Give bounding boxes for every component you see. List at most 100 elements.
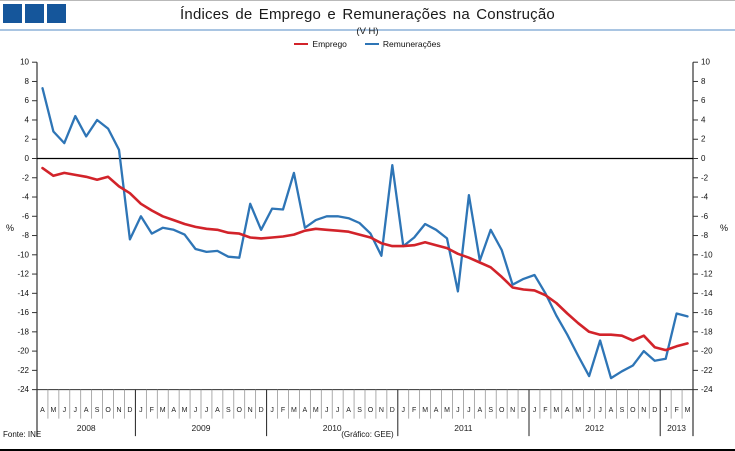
y-tick-label-left: 2 <box>25 135 30 144</box>
x-month-label: J <box>74 407 78 414</box>
y-tick-label-right: -18 <box>701 327 713 336</box>
x-month-label: M <box>685 407 691 414</box>
x-month-label: F <box>543 407 547 414</box>
x-month-label: D <box>521 407 526 414</box>
x-month-label: F <box>150 407 154 414</box>
x-month-label: A <box>303 407 308 414</box>
x-month-label: A <box>84 407 89 414</box>
legend-label: Emprego <box>312 39 347 49</box>
y-tick-label-left: -20 <box>17 347 29 356</box>
x-month-label: A <box>40 407 45 414</box>
x-month-label: A <box>477 407 482 414</box>
legend: Emprego Remunerações <box>0 39 735 49</box>
x-year-label: 2012 <box>585 423 604 433</box>
x-month-label: J <box>664 407 668 414</box>
y-tick-label-right: 0 <box>701 154 706 163</box>
x-month-label: S <box>620 407 625 414</box>
y-tick-label-left: -14 <box>17 289 29 298</box>
footer-source: Fonte: INE <box>3 430 42 439</box>
x-month-label: N <box>248 407 253 414</box>
logo-squares-icon <box>3 4 66 23</box>
x-month-label: J <box>194 407 198 414</box>
x-month-label: J <box>533 407 537 414</box>
header-divider <box>0 29 735 31</box>
y-tick-label-right: 10 <box>701 58 710 67</box>
x-month-label: J <box>587 407 591 414</box>
chart-subtitle: (V H) <box>356 26 379 37</box>
y-tick-label-left: 6 <box>25 96 30 105</box>
x-month-label: J <box>325 407 329 414</box>
y-tick-label-left: -6 <box>22 212 30 221</box>
x-month-label: N <box>379 407 384 414</box>
x-month-label: S <box>488 407 493 414</box>
x-month-label: F <box>412 407 416 414</box>
y-tick-label-left: 8 <box>25 77 30 86</box>
legend-label: Remunerações <box>382 39 441 49</box>
x-month-label: M <box>422 407 428 414</box>
x-month-label: O <box>630 407 636 414</box>
x-month-label: S <box>95 407 100 414</box>
x-year-label: 2011 <box>454 423 473 433</box>
y-tick-label-right: 8 <box>701 77 706 86</box>
chart-title: Índices de Emprego e Remunerações na Con… <box>180 6 555 23</box>
y-tick-label-right: -6 <box>701 212 709 221</box>
bottom-border <box>0 449 735 451</box>
y-tick-label-left: 10 <box>20 58 29 67</box>
x-month-label: N <box>510 407 515 414</box>
x-month-label: S <box>357 407 362 414</box>
logo-square-icon <box>3 4 22 23</box>
x-month-label: M <box>182 407 188 414</box>
x-month-label: J <box>139 407 143 414</box>
x-month-label: A <box>215 407 220 414</box>
x-month-label: A <box>565 407 570 414</box>
x-year-label: 2010 <box>323 423 342 433</box>
x-month-label: A <box>434 407 439 414</box>
x-month-label: S <box>226 407 231 414</box>
footer-credit: (Gráfico: GEE) <box>341 430 394 439</box>
x-month-label: O <box>368 407 374 414</box>
y-axis-title-left: % <box>6 223 14 233</box>
y-tick-label-left: -2 <box>22 173 30 182</box>
x-month-label: M <box>313 407 319 414</box>
y-tick-label-left: -18 <box>17 327 29 336</box>
y-tick-label-right: -16 <box>701 308 713 317</box>
x-year-label: 2009 <box>192 423 211 433</box>
y-tick-label-right: 6 <box>701 96 706 105</box>
y-tick-label-right: -2 <box>701 173 709 182</box>
x-month-label: M <box>553 407 559 414</box>
x-month-label: M <box>291 407 297 414</box>
y-tick-label-right: -24 <box>701 385 713 394</box>
x-month-label: D <box>127 407 132 414</box>
x-month-label: J <box>270 407 274 414</box>
x-month-label: O <box>499 407 505 414</box>
x-month-label: M <box>444 407 450 414</box>
y-tick-label-right: -4 <box>701 193 709 202</box>
x-month-label: J <box>402 407 406 414</box>
y-tick-label-left: 4 <box>25 115 30 124</box>
x-month-label: F <box>674 407 678 414</box>
x-month-label: O <box>105 407 111 414</box>
y-tick-label-left: -16 <box>17 308 29 317</box>
x-month-label: M <box>575 407 581 414</box>
y-tick-label-right: -10 <box>701 250 713 259</box>
y-tick-label-right: 4 <box>701 115 706 124</box>
x-year-label: 2008 <box>77 423 96 433</box>
x-year-label: 2013 <box>667 423 686 433</box>
x-month-label: J <box>205 407 209 414</box>
y-tick-label-right: -20 <box>701 347 713 356</box>
x-month-label: N <box>116 407 121 414</box>
y-axis-title-right: % <box>720 223 728 233</box>
y-tick-label-left: -12 <box>17 270 29 279</box>
x-month-label: M <box>50 407 56 414</box>
x-month-label: F <box>281 407 285 414</box>
x-month-label: O <box>237 407 243 414</box>
x-month-label: D <box>259 407 264 414</box>
y-tick-label-right: -8 <box>701 231 709 240</box>
logo-square-icon <box>47 4 66 23</box>
x-month-label: D <box>652 407 657 414</box>
y-tick-label-left: -8 <box>22 231 30 240</box>
y-tick-label-right: -22 <box>701 366 713 375</box>
x-month-label: M <box>160 407 166 414</box>
x-month-label: J <box>598 407 602 414</box>
